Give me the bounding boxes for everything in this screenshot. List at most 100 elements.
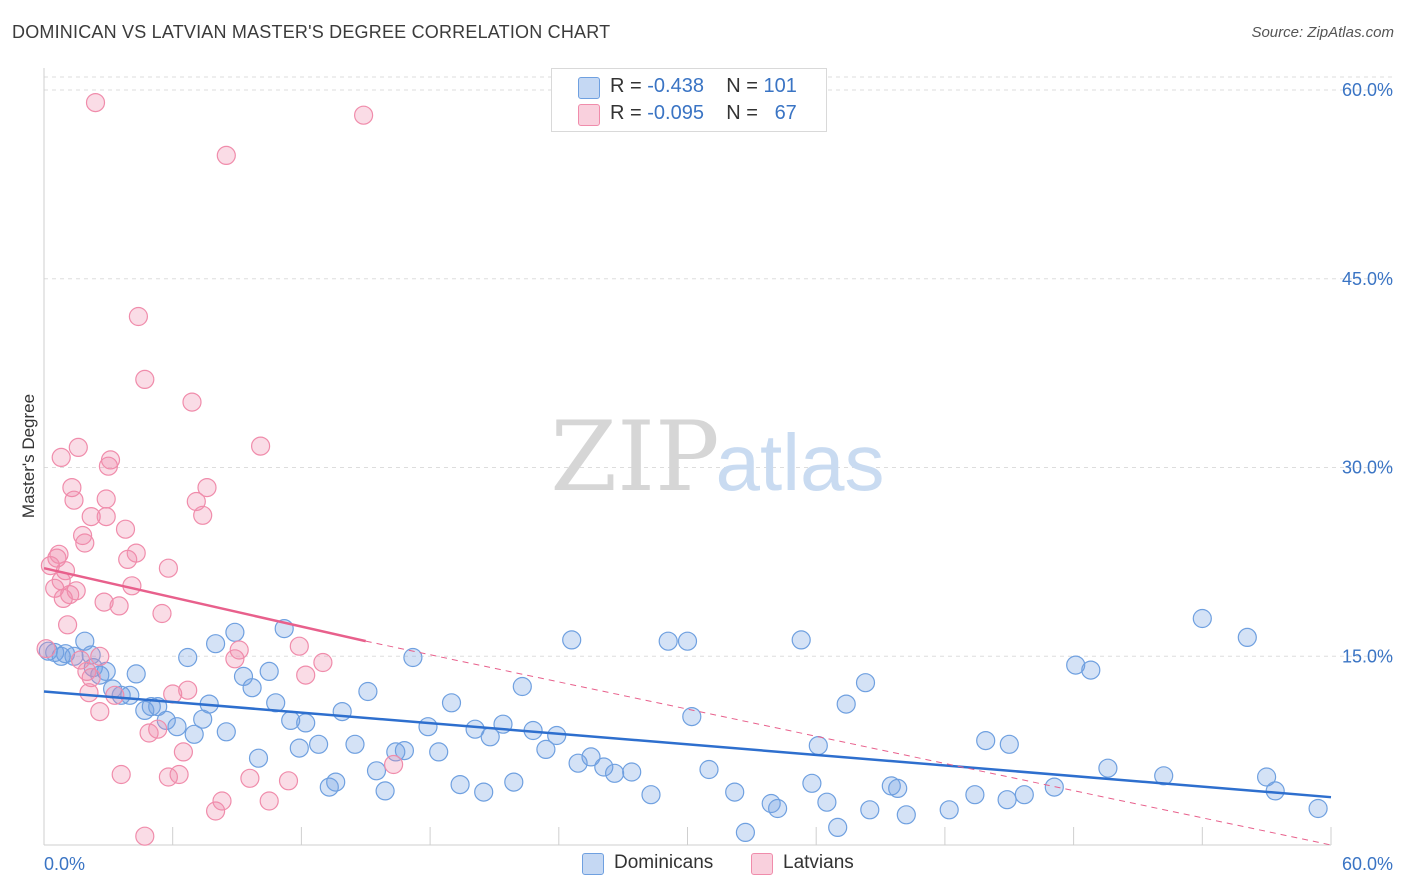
dominican-point <box>141 696 161 717</box>
latvian-point <box>90 701 110 722</box>
legend-text-dominicans: R = -0.438 N = 101 <box>610 75 797 98</box>
latvian-point <box>85 92 106 113</box>
latvian-point <box>72 525 93 546</box>
legend-text-latvians: R = -0.095 N = 67 <box>610 102 797 125</box>
dominican-point <box>1081 660 1101 680</box>
bottom-legend-label: Latvians <box>783 852 854 873</box>
latvian-point <box>259 791 279 811</box>
dominican-point <box>296 713 316 733</box>
dominican-point <box>184 724 204 744</box>
y-tick-label: 60.0% <box>1342 80 1393 100</box>
dominican-point <box>791 630 811 650</box>
axes <box>43 68 1332 846</box>
dominican-point <box>888 778 908 799</box>
dominican-point <box>836 694 856 714</box>
dominican-point <box>504 772 524 792</box>
latvian-point <box>135 826 155 846</box>
dominican-point <box>641 785 661 805</box>
dominican-point <box>767 798 788 819</box>
watermark-zip: ZIP <box>550 401 719 513</box>
dominican-point <box>441 693 462 713</box>
latvians-trend-line <box>43 566 367 643</box>
dominican-point <box>289 738 309 758</box>
latvian-point <box>182 392 202 412</box>
dominicans-trend-line <box>43 690 1332 799</box>
dominican-point <box>699 759 719 780</box>
r-value: -0.438 <box>647 75 704 97</box>
latvian-point <box>229 640 249 660</box>
dominican-point <box>594 757 614 777</box>
dominican-point <box>512 676 532 697</box>
dominican-point <box>309 734 329 754</box>
dominican-point <box>375 781 395 801</box>
r-value: -0.095 <box>647 102 704 124</box>
latvian-point <box>51 447 71 467</box>
gridlines <box>44 76 1392 657</box>
dominican-point <box>860 800 880 820</box>
dominican-point <box>178 647 198 668</box>
dominican-point <box>802 773 822 793</box>
latvian-point <box>206 801 226 821</box>
latvians-swatch <box>578 104 600 126</box>
latvian-point <box>49 544 69 564</box>
dominican-point <box>429 742 449 762</box>
latvian-point <box>193 505 213 525</box>
dominican-point <box>855 673 876 693</box>
y-tick-label: 45.0% <box>1342 269 1393 289</box>
correlation-legend: R = -0.438 N = 101 R = -0.095 N = 67 <box>551 68 827 132</box>
dominican-point <box>418 717 438 737</box>
latvian-point <box>36 639 56 659</box>
dominicans-swatch <box>578 77 600 99</box>
dominican-point <box>581 747 601 767</box>
dominican-point <box>225 622 245 642</box>
latvian-point <box>66 581 86 601</box>
latvian-point <box>296 665 316 685</box>
dominican-point <box>725 782 745 802</box>
n-label: N = <box>726 102 758 124</box>
latvian-point <box>105 685 125 705</box>
dominican-point <box>450 774 470 795</box>
dominican-point <box>1154 766 1174 786</box>
latvian-point <box>90 646 110 666</box>
dominican-point <box>808 735 828 756</box>
latvian-point <box>115 519 136 539</box>
dominican-point <box>1308 798 1328 819</box>
dominican-point <box>394 740 414 761</box>
y-tick-label: 15.0% <box>1342 646 1393 666</box>
dominican-point <box>817 792 837 812</box>
latvian-point <box>68 437 88 457</box>
dominican-point <box>474 782 494 802</box>
latvian-point <box>197 478 217 498</box>
dominican-point <box>536 739 556 760</box>
dominican-point <box>735 822 756 843</box>
latvian-point <box>96 489 116 509</box>
latvian-point <box>278 771 299 791</box>
latvian-point <box>158 558 178 578</box>
latvian-point <box>79 683 99 703</box>
x-tick-label: 0.0% <box>44 854 85 874</box>
dominican-point <box>1044 777 1064 797</box>
latvian-point <box>225 649 245 669</box>
latvian-point <box>126 543 146 563</box>
latvian-point <box>384 754 404 775</box>
dominican-point <box>332 701 352 722</box>
dominican-point <box>896 805 916 825</box>
dominican-point <box>1237 627 1257 648</box>
dominican-point <box>319 777 339 797</box>
latvian-point <box>57 615 78 635</box>
dominican-point <box>38 641 58 661</box>
dominican-point <box>465 719 485 739</box>
dominican-point <box>682 706 702 727</box>
dominican-point <box>965 785 985 805</box>
dominican-point <box>1098 758 1118 778</box>
dominican-point <box>206 634 226 654</box>
dominican-point <box>939 800 959 820</box>
y-tick-label: 30.0% <box>1342 458 1393 478</box>
latvian-point <box>354 105 374 125</box>
dominican-point <box>403 647 423 668</box>
dominican-point <box>828 817 848 838</box>
dominican-point <box>1192 608 1212 629</box>
watermark-atlas: atlas <box>716 418 885 507</box>
dominican-point <box>1256 767 1277 787</box>
